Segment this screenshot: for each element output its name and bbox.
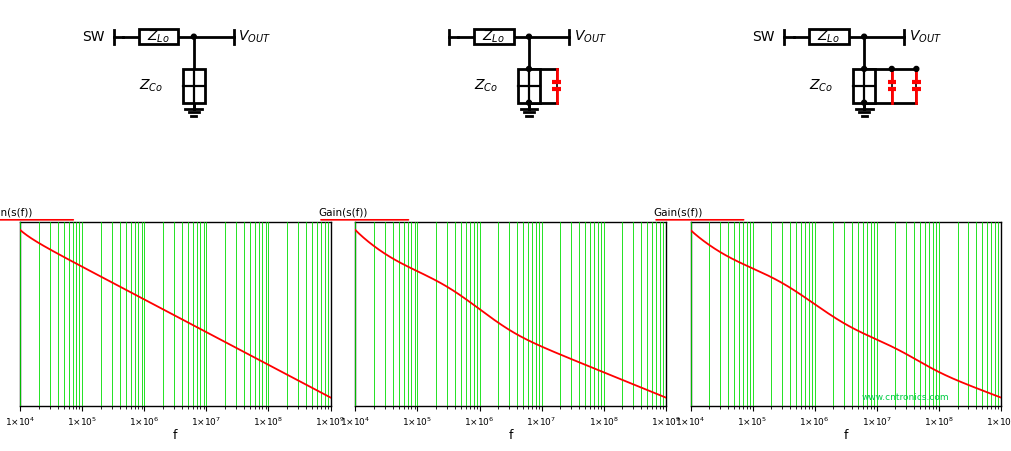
X-axis label: f: f (843, 429, 848, 442)
Circle shape (914, 66, 919, 71)
Text: $V_{OUT}$: $V_{OUT}$ (239, 28, 271, 45)
Text: Gain(s(f)): Gain(s(f)) (653, 208, 703, 218)
Circle shape (191, 34, 196, 39)
Text: $Z_{Co}$: $Z_{Co}$ (810, 78, 833, 94)
Text: $Z_{Co}$: $Z_{Co}$ (139, 78, 163, 94)
Bar (183, 69, 204, 103)
Text: $Z_{Lo}$: $Z_{Lo}$ (148, 28, 170, 45)
Bar (853, 69, 875, 103)
Text: $Z_{Lo}$: $Z_{Lo}$ (818, 28, 840, 45)
Text: $V_{OUT}$: $V_{OUT}$ (573, 28, 607, 45)
Bar (474, 29, 514, 44)
Text: Gain(s(f)): Gain(s(f)) (318, 208, 368, 218)
Circle shape (527, 100, 532, 105)
X-axis label: f: f (509, 429, 513, 442)
X-axis label: f: f (173, 429, 178, 442)
Text: SW: SW (82, 30, 105, 44)
Circle shape (527, 34, 532, 39)
Text: SW: SW (752, 30, 775, 44)
Text: $Z_{Co}$: $Z_{Co}$ (474, 78, 498, 94)
Circle shape (861, 100, 866, 105)
Circle shape (527, 66, 532, 71)
Bar (519, 69, 540, 103)
Circle shape (890, 66, 895, 71)
Bar (139, 29, 179, 44)
Bar (809, 29, 849, 44)
Circle shape (861, 66, 866, 71)
Text: Gain(s(f)): Gain(s(f)) (0, 208, 32, 218)
Text: $Z_{Lo}$: $Z_{Lo}$ (482, 28, 506, 45)
Text: www.cntronics.com: www.cntronics.com (861, 393, 949, 402)
Text: $V_{OUT}$: $V_{OUT}$ (909, 28, 941, 45)
Circle shape (861, 34, 866, 39)
